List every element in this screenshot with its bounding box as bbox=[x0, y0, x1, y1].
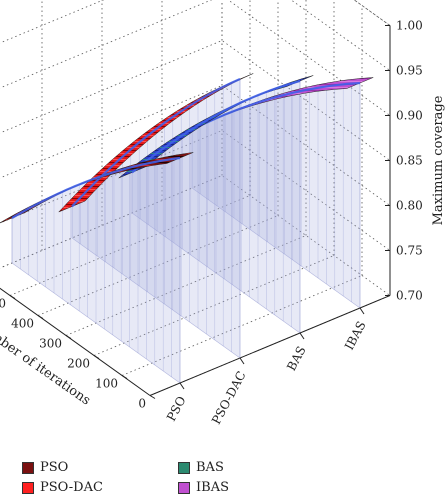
legend-item-pso: PSO bbox=[22, 460, 68, 475]
y-tick-0 bbox=[179, 382, 185, 390]
z-tick-label-3: 0.85 bbox=[396, 154, 423, 168]
legend-item-pso-dac: PSO-DAC bbox=[22, 480, 103, 495]
y-tick-label-2: BAS bbox=[284, 344, 308, 373]
centerline-bas bbox=[131, 79, 301, 174]
projection-walls bbox=[11, 78, 361, 384]
legend-item-bas: BAS bbox=[178, 460, 224, 475]
legend-label-pso: PSO bbox=[40, 460, 69, 475]
x-tick-label-5: 500 bbox=[0, 297, 6, 311]
legend-swatch-ibas bbox=[178, 481, 190, 494]
legend: PSO PSO-DAC BAS IBAS bbox=[0, 452, 448, 500]
z-tick-label-2: 0.80 bbox=[396, 199, 423, 213]
z-tick-label-0: 0.70 bbox=[396, 289, 423, 303]
floor-grid-x-1 bbox=[121, 275, 363, 376]
legend-label-ibas: IBAS bbox=[196, 480, 229, 495]
grid-line-z-2 bbox=[0, 85, 391, 206]
centerline-ibas bbox=[191, 81, 361, 131]
y-tick-label-0: PSO bbox=[164, 394, 189, 424]
x-tick-label-0: 0 bbox=[138, 397, 146, 411]
y-tick-2 bbox=[299, 332, 305, 340]
y-tick-1 bbox=[239, 357, 245, 365]
z-tick-label-5: 0.95 bbox=[396, 64, 423, 78]
x-tick-0 bbox=[149, 395, 156, 399]
z-tick-label-6: 1.00 bbox=[396, 19, 423, 33]
x-tick-5 bbox=[9, 295, 16, 299]
floor-grid-x-4 bbox=[37, 215, 279, 316]
y-tick-3 bbox=[359, 307, 365, 315]
floor-grid-x-2 bbox=[93, 255, 335, 356]
x-tick-3 bbox=[65, 335, 72, 339]
x-tick-label-2: 200 bbox=[67, 357, 90, 371]
grid-line-z-3 bbox=[0, 40, 391, 161]
legend-swatch-pso-dac bbox=[22, 481, 34, 494]
grid-line-z-1 bbox=[0, 130, 391, 251]
x-tick-4 bbox=[37, 315, 44, 319]
centerline-pso bbox=[11, 156, 181, 219]
ribbons bbox=[0, 73, 374, 224]
grid-line-z-6 bbox=[353, 0, 391, 26]
y-axis-line bbox=[149, 295, 391, 396]
legend-swatch-bas bbox=[178, 461, 190, 474]
legend-label-pso-dac: PSO-DAC bbox=[40, 480, 103, 495]
x-tick-label-4: 400 bbox=[11, 317, 34, 331]
grid-line-z-5 bbox=[0, 0, 391, 71]
y-tick-label-1: PSO-DAC bbox=[209, 369, 249, 427]
x-tick-2 bbox=[93, 355, 100, 359]
ribbon-pso-dac bbox=[58, 73, 254, 213]
x-tick-1 bbox=[121, 375, 128, 379]
z-axis-title: Maximum coverage bbox=[431, 95, 446, 225]
x-tick-label-1: 100 bbox=[95, 377, 118, 391]
floor-grid-x-6 bbox=[0, 175, 223, 269]
legend-swatch-pso bbox=[22, 461, 34, 474]
legend-label-bas: BAS bbox=[196, 460, 224, 475]
z-tick-label-4: 0.90 bbox=[396, 109, 423, 123]
box-top-edge bbox=[353, 0, 391, 26]
x-tick-label-3: 300 bbox=[39, 337, 62, 351]
z-tick-label-1: 0.75 bbox=[396, 244, 423, 258]
grid-line-z-4 bbox=[0, 0, 391, 116]
legend-item-ibas: IBAS bbox=[178, 480, 229, 495]
floor-grid-x-5 bbox=[9, 195, 251, 296]
floor-grid-x-3 bbox=[65, 235, 307, 336]
y-tick-label-3: IBAS bbox=[342, 319, 369, 352]
